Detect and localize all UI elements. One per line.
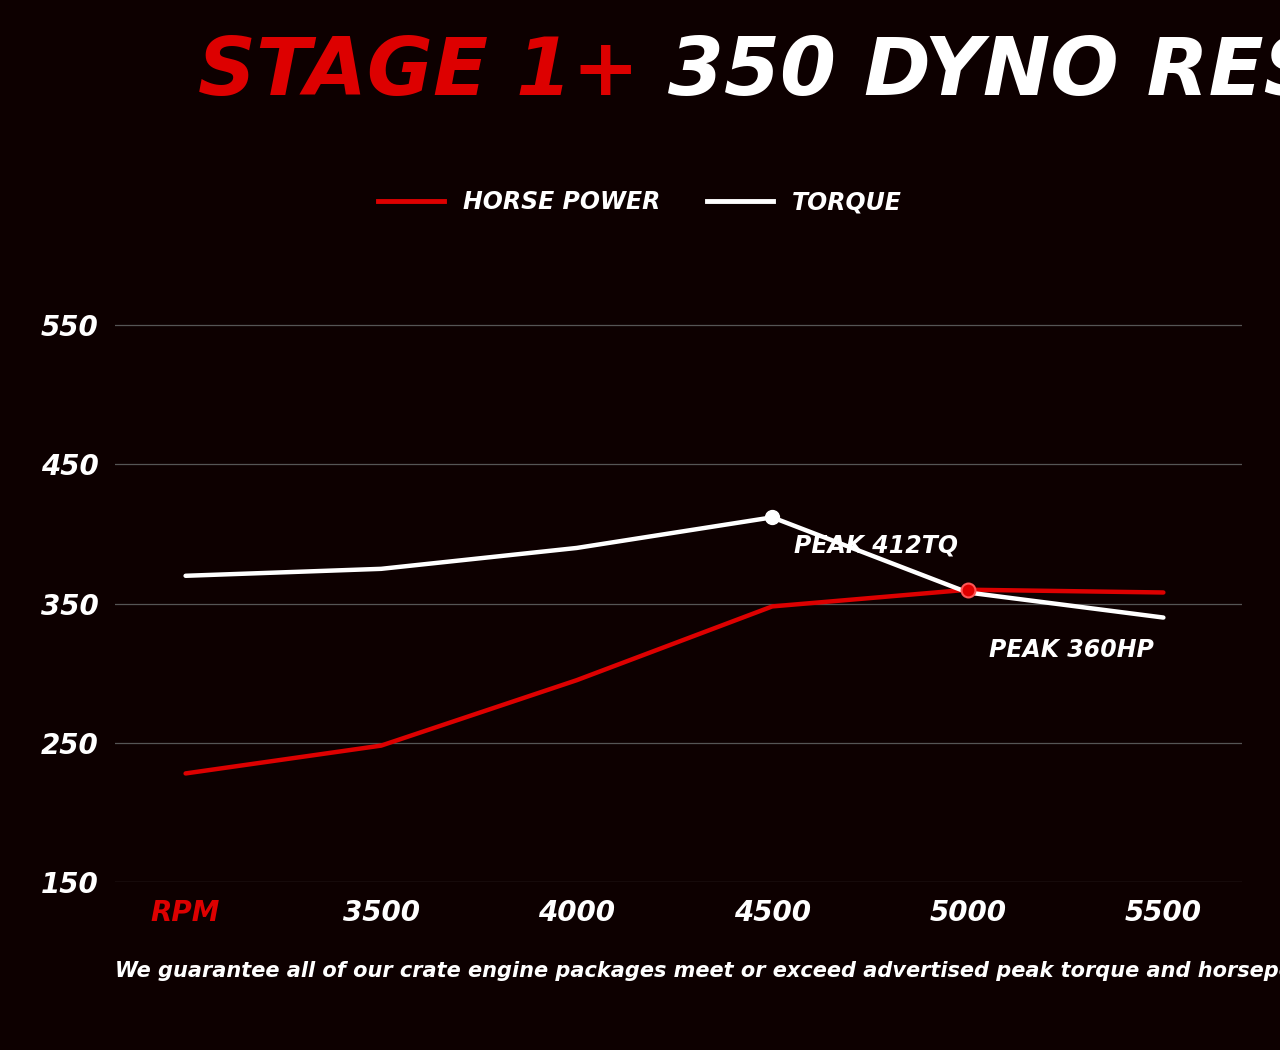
- Text: PEAK 412TQ: PEAK 412TQ: [794, 533, 957, 558]
- Text: STAGE 1+: STAGE 1+: [198, 35, 640, 112]
- Legend: HORSE POWER, TORQUE: HORSE POWER, TORQUE: [369, 181, 911, 224]
- Text: We guarantee all of our crate engine packages meet or exceed advertised peak tor: We guarantee all of our crate engine pac…: [115, 961, 1280, 982]
- Text: PEAK 360HP: PEAK 360HP: [989, 637, 1155, 662]
- Text: 350 DYNO RESULTS: 350 DYNO RESULTS: [640, 35, 1280, 112]
